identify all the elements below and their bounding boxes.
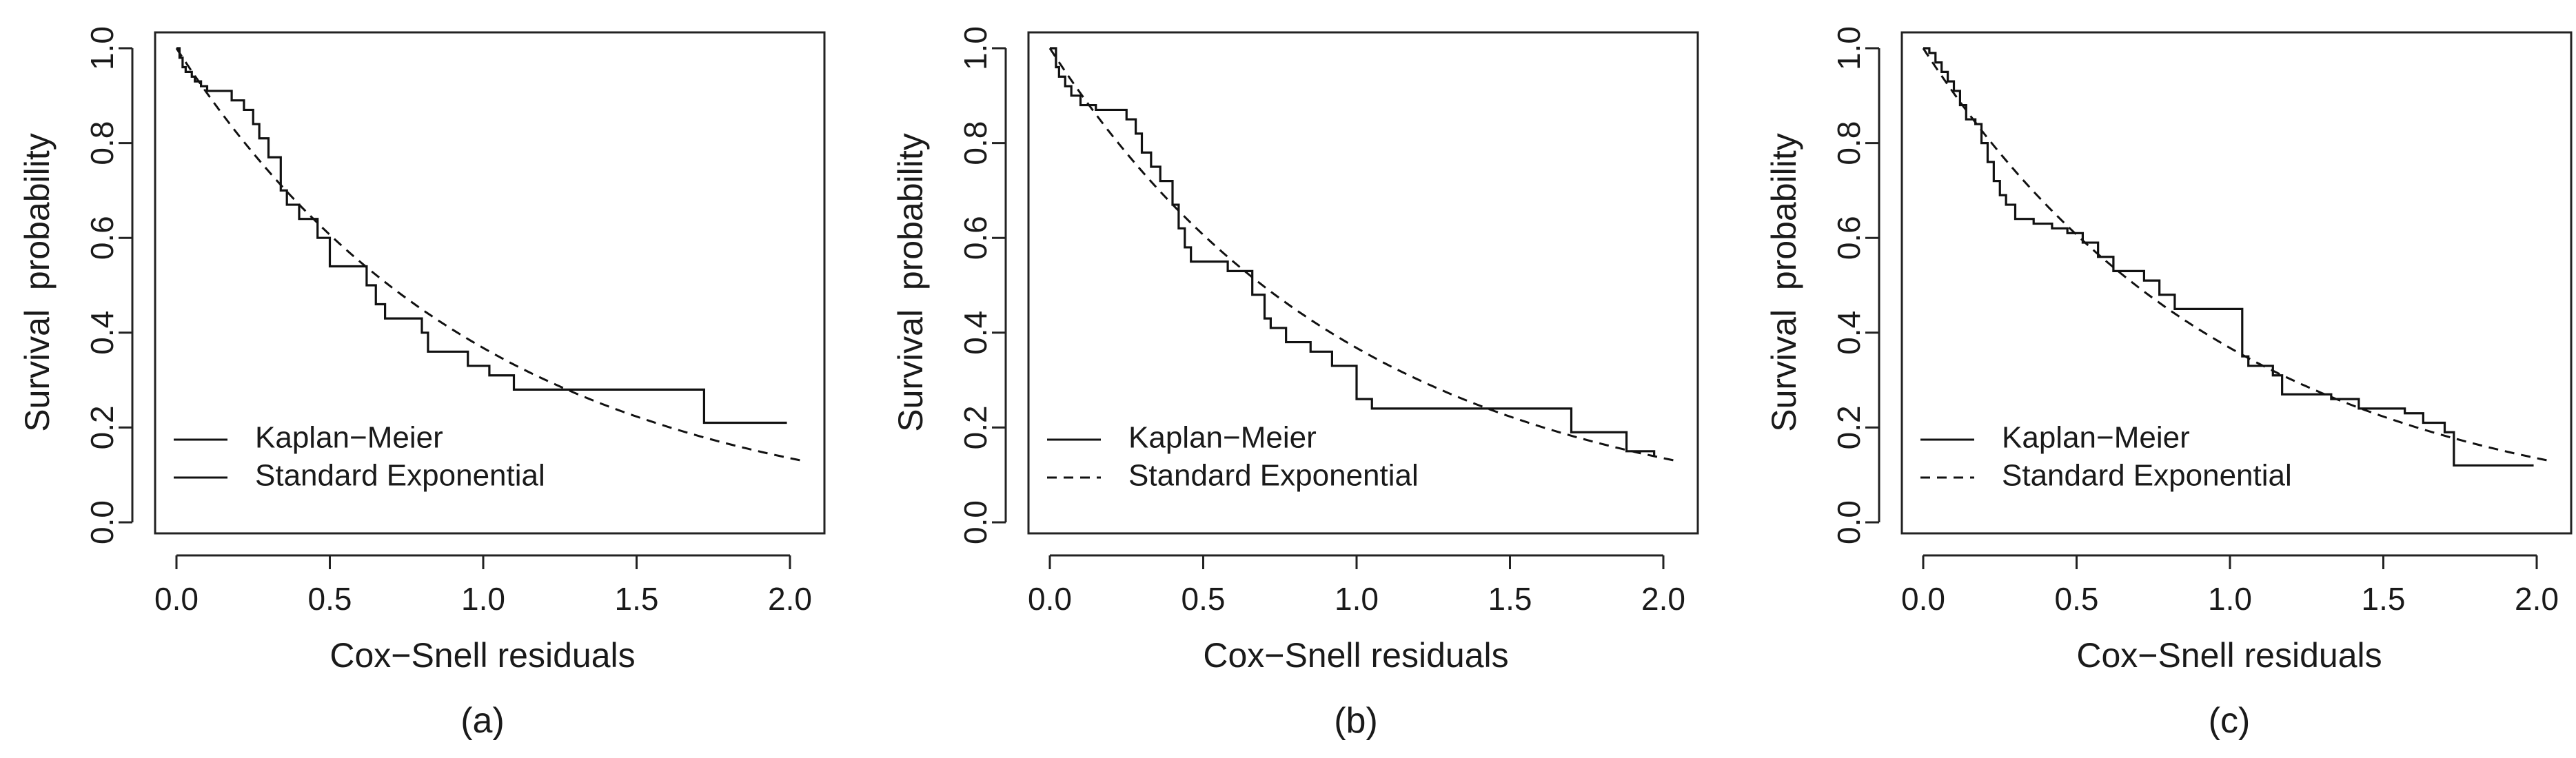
panel-caption: (a) bbox=[460, 701, 505, 741]
chart-panel-3: 0.0 0.5 1.0 1.5 2.0 0.0 0.2 0.4 0.6 0.8 1.0 Cox−Sne… bbox=[1765, 26, 2573, 741]
y-tick-label: 0.4 bbox=[1831, 311, 1867, 355]
legend-label: Kaplan−Meier bbox=[255, 421, 443, 455]
kaplan-meier-curve bbox=[1050, 47, 1656, 456]
exponential-curve bbox=[1048, 48, 1679, 462]
y-axis-title: Survival probability bbox=[18, 133, 57, 432]
legend-label: Standard Exponential bbox=[2002, 459, 2292, 493]
y-tick-label: 1.0 bbox=[957, 26, 993, 70]
x-tick-label: 2.0 bbox=[768, 581, 812, 617]
legend-label: Standard Exponential bbox=[1128, 459, 1419, 493]
y-tick-label: 0.2 bbox=[1831, 405, 1867, 449]
x-tick-label: 1.0 bbox=[461, 581, 505, 617]
chart-panel-1: 0.0 0.5 1.0 1.5 2.0 0.0 0.2 0.4 0.6 0.8 1.0 Cox−Sne… bbox=[18, 26, 826, 741]
y-tick-label: 0.6 bbox=[84, 216, 120, 260]
y-tick-label: 0.0 bbox=[84, 500, 120, 544]
x-tick-label: 0.0 bbox=[154, 581, 199, 617]
x-tick-label: 1.5 bbox=[615, 581, 659, 617]
x-axis-title: Cox−Snell residuals bbox=[1203, 636, 1508, 675]
legend-label: Kaplan−Meier bbox=[2002, 421, 2190, 455]
x-tick-label: 0.0 bbox=[1028, 581, 1072, 617]
x-tick-label: 1.0 bbox=[1335, 581, 1379, 617]
y-tick-label: 0.6 bbox=[1831, 216, 1867, 260]
panel-caption: (b) bbox=[1334, 701, 1378, 741]
exponential-curve bbox=[175, 48, 806, 462]
x-tick-label: 1.5 bbox=[1488, 581, 1532, 617]
kaplan-meier-curve bbox=[176, 47, 787, 424]
x-tick-label: 2.0 bbox=[2515, 581, 2559, 617]
plot-frame bbox=[154, 31, 826, 535]
x-axis-title: Cox−Snell residuals bbox=[2076, 636, 2382, 675]
y-axis-title: Survival probability bbox=[1765, 133, 1803, 432]
y-tick-label: 0.0 bbox=[957, 500, 993, 544]
y-tick-label: 1.0 bbox=[84, 26, 120, 70]
y-tick-label: 0.2 bbox=[957, 405, 993, 449]
y-tick-label: 0.6 bbox=[957, 216, 993, 260]
y-tick-label: 0.0 bbox=[1831, 500, 1867, 544]
x-axis-title: Cox−Snell residuals bbox=[329, 636, 635, 675]
y-tick-label: 0.2 bbox=[84, 405, 120, 449]
legend-label: Kaplan−Meier bbox=[1128, 421, 1317, 455]
kaplan-meier-curve bbox=[1923, 47, 2534, 467]
legend-label: Standard Exponential bbox=[255, 459, 545, 493]
x-tick-label: 1.5 bbox=[2362, 581, 2406, 617]
exponential-curve bbox=[1922, 48, 2553, 462]
y-axis-title: Survival probability bbox=[891, 133, 930, 432]
y-tick-label: 0.8 bbox=[1831, 121, 1867, 165]
x-tick-label: 1.0 bbox=[2208, 581, 2252, 617]
panel-caption: (c) bbox=[2209, 701, 2251, 741]
x-tick-label: 0.5 bbox=[308, 581, 352, 617]
y-tick-label: 0.8 bbox=[957, 121, 993, 165]
y-tick-label: 0.8 bbox=[84, 121, 120, 165]
plot-frame bbox=[1900, 31, 2573, 535]
x-tick-label: 0.0 bbox=[1901, 581, 1945, 617]
plot-frame bbox=[1027, 31, 1699, 535]
y-tick-label: 0.4 bbox=[84, 311, 120, 355]
y-tick-label: 0.4 bbox=[957, 311, 993, 355]
x-tick-label: 0.5 bbox=[1181, 581, 1226, 617]
x-tick-label: 0.5 bbox=[2055, 581, 2099, 617]
y-tick-label: 1.0 bbox=[1831, 26, 1867, 70]
chart-panel-2: 0.0 0.5 1.0 1.5 2.0 0.0 0.2 0.4 0.6 0.8 1.0 Cox−Sne… bbox=[891, 26, 1699, 741]
x-tick-label: 2.0 bbox=[1641, 581, 1685, 617]
